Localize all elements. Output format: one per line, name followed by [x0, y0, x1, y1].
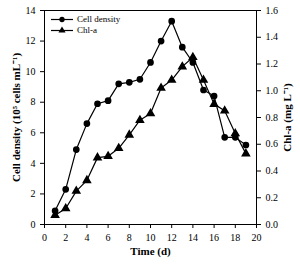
svg-text:6: 6	[106, 232, 111, 243]
svg-text:0.0: 0.0	[266, 219, 279, 230]
svg-text:Chl-a (mg L⁻¹): Chl-a (mg L⁻¹)	[281, 83, 294, 152]
svg-text:Time (d): Time (d)	[130, 245, 171, 258]
svg-text:0: 0	[42, 232, 47, 243]
svg-text:1.6: 1.6	[266, 5, 279, 16]
svg-text:4: 4	[31, 158, 36, 169]
svg-text:2: 2	[63, 232, 68, 243]
svg-text:8: 8	[127, 232, 132, 243]
svg-text:14: 14	[188, 232, 198, 243]
html-text:Chl-a: Chl-a	[77, 25, 97, 35]
svg-text:18: 18	[230, 232, 240, 243]
svg-text:10: 10	[26, 66, 36, 77]
svg-text:20: 20	[252, 232, 262, 243]
svg-text:12: 12	[167, 232, 177, 243]
svg-text:1.4: 1.4	[266, 31, 279, 42]
svg-text:0.8: 0.8	[266, 112, 279, 123]
svg-text:6: 6	[31, 127, 36, 138]
html-text:Cell density: Cell density	[77, 14, 121, 24]
svg-text:0.4: 0.4	[266, 165, 279, 176]
svg-text:14: 14	[26, 5, 36, 16]
svg-text:16: 16	[209, 232, 219, 243]
svg-text:10: 10	[146, 232, 156, 243]
svg-text:1.0: 1.0	[266, 85, 279, 96]
svg-text:0.2: 0.2	[266, 192, 279, 203]
svg-text:8: 8	[31, 96, 36, 107]
svg-text:4: 4	[84, 232, 89, 243]
svg-text:1.2: 1.2	[266, 58, 279, 69]
svg-text:0: 0	[31, 219, 36, 230]
svg-text:12: 12	[26, 35, 36, 46]
svg-text:2: 2	[31, 188, 36, 199]
svg-text:Cell density (10⁵ cells mL⁻¹): Cell density (10⁵ cells mL⁻¹)	[10, 53, 23, 182]
svg-text:0.6: 0.6	[266, 138, 279, 149]
